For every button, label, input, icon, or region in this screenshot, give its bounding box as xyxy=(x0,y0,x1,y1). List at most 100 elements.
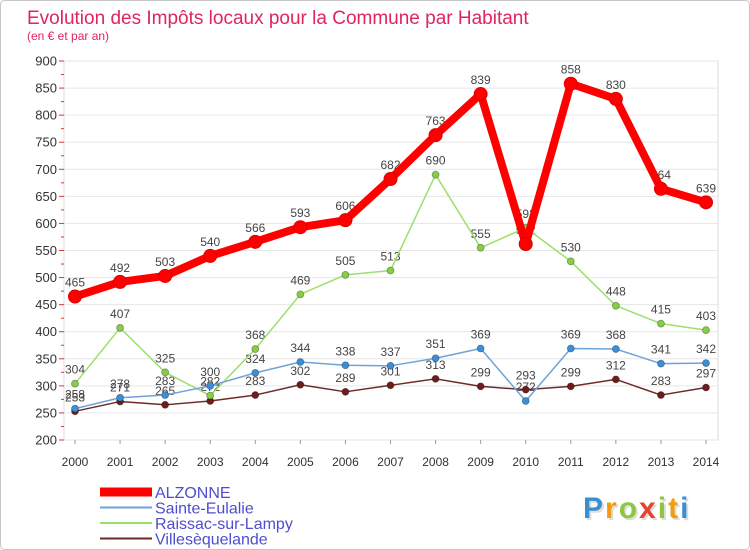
data-label-alzonne-2009: 839 xyxy=(471,73,491,87)
data-point-sainte-eulalie-2011 xyxy=(566,344,575,353)
y-tick-label-750: 750 xyxy=(35,135,57,150)
data-point-alzonne-2013 xyxy=(653,181,668,196)
x-tick-label-2014: 2014 xyxy=(693,455,720,469)
data-label-sainte-eulalie-2008: 351 xyxy=(426,337,446,351)
x-tick-label-2009: 2009 xyxy=(467,455,494,469)
y-tick-label-600: 600 xyxy=(35,216,57,231)
data-labels: 2532712652722833022893013132992932993122… xyxy=(65,63,716,405)
data-label-villesequelande-2006: 289 xyxy=(335,371,355,385)
data-point-raissac-sur-lampy-2012 xyxy=(611,301,620,310)
data-point-sainte-eulalie-2000 xyxy=(71,404,79,413)
y-tick-label-400: 400 xyxy=(35,324,57,339)
data-label-villesequelande-2008: 313 xyxy=(426,358,446,372)
data-point-raissac-sur-lampy-2001 xyxy=(116,324,124,332)
y-tick-label-500: 500 xyxy=(35,270,57,285)
data-label-raissac-sur-lampy-2014: 403 xyxy=(696,309,716,323)
data-point-raissac-sur-lampy-2008 xyxy=(431,170,440,179)
y-axis: 200 250 300 350 400 450 500 550 600 650 700 750 800 8… xyxy=(35,54,64,448)
legend-label-villesequelande: Villesèquelande xyxy=(155,532,268,549)
data-point-alzonne-2004 xyxy=(248,234,263,249)
data-label-raissac-sur-lampy-2013: 415 xyxy=(651,303,671,317)
data-point-sainte-eulalie-2013 xyxy=(657,359,665,368)
data-point-sainte-eulalie-2003 xyxy=(206,381,215,390)
x-tick-label-2012: 2012 xyxy=(603,455,630,469)
data-label-sainte-eulalie-2000: 258 xyxy=(65,388,85,402)
x-axis: 2000 2001 2002 2003 2004 2005 2006 2007 2008 2009… xyxy=(62,440,720,469)
data-point-alzonne-2012 xyxy=(608,91,623,106)
data-label-sainte-eulalie-2011: 369 xyxy=(561,327,581,341)
series-layer xyxy=(68,76,713,416)
legend-item-villesequelande: Villesèquelande xyxy=(100,532,268,549)
data-label-raissac-sur-lampy-2004: 368 xyxy=(245,328,265,342)
data-point-alzonne-2000 xyxy=(68,289,82,304)
legend: ALZONNESainte-EulalieRaissac-sur-LampyVi… xyxy=(100,485,293,549)
proxiti-logo-letter: o xyxy=(619,492,639,525)
data-point-alzonne-2005 xyxy=(293,220,308,235)
data-point-villesequelande-2009 xyxy=(476,382,485,391)
data-label-alzonne-2011: 858 xyxy=(561,63,581,77)
data-label-sainte-eulalie-2007: 337 xyxy=(380,345,400,359)
data-label-villesequelande-2005: 302 xyxy=(290,364,310,378)
data-label-sainte-eulalie-2012: 368 xyxy=(606,328,626,342)
data-point-sainte-eulalie-2010 xyxy=(521,397,530,405)
legend-label-alzonne: ALZONNE xyxy=(155,485,231,502)
gridlines xyxy=(64,60,718,441)
legend-item-alzonne: ALZONNE xyxy=(100,485,231,502)
data-label-sainte-eulalie-2001: 278 xyxy=(110,377,130,391)
data-label-alzonne-2000: 465 xyxy=(65,276,85,290)
data-point-raissac-sur-lampy-2009 xyxy=(476,243,485,252)
data-point-villesequelande-2014 xyxy=(702,383,710,392)
data-point-villesequelande-2006 xyxy=(341,387,350,396)
data-point-alzonne-2007 xyxy=(383,172,398,187)
y-tick-label-300: 300 xyxy=(35,378,57,393)
data-point-raissac-sur-lampy-2005 xyxy=(296,290,305,299)
data-label-villesequelande-2001: 271 xyxy=(110,381,130,395)
x-tick-label-2001: 2001 xyxy=(107,455,134,469)
proxiti-logo-letter: x xyxy=(639,492,658,525)
data-point-alzonne-2002 xyxy=(158,268,173,283)
data-label-alzonne-2008: 763 xyxy=(426,114,446,128)
data-label-sainte-eulalie-2006: 338 xyxy=(335,344,355,358)
data-point-raissac-sur-lampy-2000 xyxy=(71,379,79,388)
y-tick-label-700: 700 xyxy=(35,162,57,177)
data-label-villesequelande-2000: 253 xyxy=(65,390,85,404)
data-point-villesequelande-2008 xyxy=(431,374,440,383)
data-point-raissac-sur-lampy-2002 xyxy=(161,368,170,377)
data-point-sainte-eulalie-2008 xyxy=(431,354,440,363)
data-point-alzonne-2001 xyxy=(113,274,128,289)
y-tick-label-450: 450 xyxy=(35,297,57,312)
data-point-sainte-eulalie-2012 xyxy=(611,345,620,353)
y-tick-label-200: 200 xyxy=(35,433,57,448)
y-tick-label-250: 250 xyxy=(35,405,57,420)
data-point-raissac-sur-lampy-2003 xyxy=(206,391,215,400)
proxiti-logo-letter: P xyxy=(583,492,605,525)
data-point-sainte-eulalie-2007 xyxy=(386,361,395,370)
data-point-raissac-sur-lampy-2011 xyxy=(566,257,575,266)
data-label-villesequelande-2011: 299 xyxy=(561,365,581,379)
data-label-raissac-sur-lampy-2006: 505 xyxy=(335,254,355,268)
data-point-villesequelande-2007 xyxy=(386,381,395,390)
data-label-alzonne-2014: 639 xyxy=(696,181,716,195)
legend-item-raissac-sur-lampy: Raissac-sur-Lampy xyxy=(100,516,293,533)
data-point-villesequelande-2013 xyxy=(657,391,665,399)
data-label-villesequelande-2013: 283 xyxy=(651,374,671,388)
legend-label-sainte-eulalie: Sainte-Eulalie xyxy=(155,501,254,518)
data-point-alzonne-2003 xyxy=(203,248,218,263)
x-tick-label-2010: 2010 xyxy=(512,455,539,469)
data-point-raissac-sur-lampy-2013 xyxy=(657,319,665,328)
data-label-raissac-sur-lampy-2011: 530 xyxy=(561,240,581,254)
data-label-sainte-eulalie-2009: 369 xyxy=(471,327,491,341)
x-tick-label-2003: 2003 xyxy=(197,455,224,469)
data-label-sainte-eulalie-2014: 342 xyxy=(696,342,716,356)
y-tick-label-650: 650 xyxy=(35,189,57,204)
data-label-villesequelande-2007: 301 xyxy=(380,364,400,378)
data-label-raissac-sur-lampy-2008: 690 xyxy=(426,154,446,168)
data-label-raissac-sur-lampy-2001: 407 xyxy=(110,307,130,321)
proxiti-logo-letter: t xyxy=(668,492,680,525)
x-tick-label-2002: 2002 xyxy=(152,455,179,469)
y-tick-label-550: 550 xyxy=(35,243,57,258)
data-label-villesequelande-2004: 283 xyxy=(245,374,265,388)
data-point-sainte-eulalie-2006 xyxy=(341,361,350,370)
proxiti-logo-text: Proxiti xyxy=(583,492,690,525)
data-label-sainte-eulalie-2005: 344 xyxy=(290,341,310,355)
